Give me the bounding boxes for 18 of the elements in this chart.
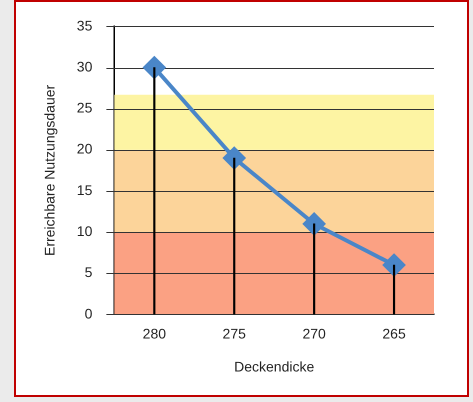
bar — [233, 158, 236, 314]
y-tick-label: 35 — [76, 17, 93, 34]
x-tick-label: 265 — [382, 326, 406, 342]
bar — [392, 264, 396, 314]
y-tick-label: 25 — [76, 100, 93, 116]
y-tick-label: 20 — [76, 140, 93, 157]
x-tick-label: 280 — [142, 326, 166, 342]
x-axis-title: Deckendicke — [234, 358, 314, 374]
bar — [153, 67, 156, 314]
y-tick-label: 5 — [84, 264, 93, 280]
x-tick-label: 270 — [302, 326, 326, 342]
y-tick-label: 0 — [84, 305, 93, 322]
y-tick-label: 30 — [76, 58, 93, 74]
bar — [313, 224, 316, 314]
y-tick-label: 10 — [76, 222, 93, 239]
y-axis-title: Erreichbare Nutzungsdauer — [41, 84, 58, 256]
y-tick-label: 15 — [76, 182, 93, 198]
x-tick-label: 275 — [222, 326, 246, 342]
